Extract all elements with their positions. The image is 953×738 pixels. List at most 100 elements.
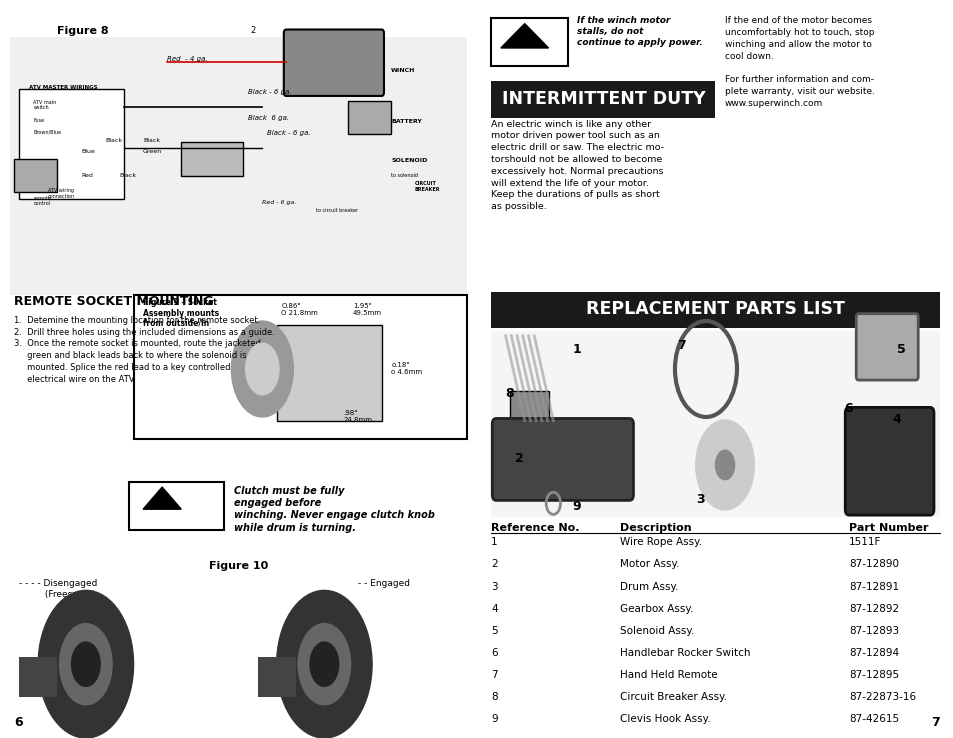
- Circle shape: [59, 624, 112, 705]
- Text: Solenoid Assy.: Solenoid Assy.: [619, 626, 694, 636]
- Text: - - - - Disengaged
         (Freespool): - - - - Disengaged (Freespool): [19, 579, 97, 599]
- Circle shape: [71, 642, 100, 686]
- Text: Hand Held Remote: Hand Held Remote: [619, 670, 717, 680]
- Text: Black - 6 ga.: Black - 6 ga.: [248, 89, 292, 95]
- Text: 1.95"
49.5mm: 1.95" 49.5mm: [353, 303, 381, 316]
- Text: 87-12892: 87-12892: [848, 604, 899, 614]
- Text: ATV main
switch: ATV main switch: [33, 100, 56, 111]
- Text: - - Engaged: - - Engaged: [357, 579, 410, 588]
- FancyBboxPatch shape: [348, 101, 391, 134]
- Text: An electric winch is like any other
motor driven power tool such as an
electric : An electric winch is like any other moto…: [491, 120, 663, 211]
- Text: If the end of the motor becomes
uncomfortably hot to touch, stop
winching and al: If the end of the motor becomes uncomfor…: [724, 16, 874, 108]
- Text: 1.  Detemine the mounting location for the remote socket.
2.  Drill three holes : 1. Detemine the mounting location for th…: [14, 316, 274, 384]
- Text: 5: 5: [491, 626, 497, 636]
- FancyBboxPatch shape: [283, 30, 383, 96]
- FancyBboxPatch shape: [129, 482, 224, 530]
- Text: 6: 6: [491, 648, 497, 658]
- Text: .98"
24.8mm: .98" 24.8mm: [343, 410, 372, 423]
- Text: 2: 2: [250, 27, 255, 35]
- FancyBboxPatch shape: [491, 331, 939, 517]
- Text: to solenoid: to solenoid: [391, 173, 417, 178]
- Text: !: !: [160, 491, 164, 501]
- Text: to circuit breaker: to circuit breaker: [315, 208, 357, 213]
- Circle shape: [696, 421, 753, 509]
- Text: Fuse: Fuse: [33, 118, 45, 123]
- Text: INTERMITTENT DUTY: INTERMITTENT DUTY: [501, 90, 704, 108]
- Text: 87-42615: 87-42615: [848, 714, 899, 725]
- FancyBboxPatch shape: [510, 391, 548, 421]
- Text: Figure 8: Figure 8: [57, 26, 109, 36]
- Text: 87-22873-16: 87-22873-16: [848, 692, 915, 703]
- Text: Black - 6 ga.: Black - 6 ga.: [267, 130, 311, 136]
- Text: 1511F: 1511F: [848, 537, 881, 548]
- Text: Part Number: Part Number: [848, 523, 927, 533]
- Text: CIRCUIT
BREAKER: CIRCUIT BREAKER: [415, 181, 440, 192]
- Text: Black: Black: [143, 138, 160, 142]
- Polygon shape: [500, 24, 548, 48]
- Text: 1: 1: [491, 537, 497, 548]
- Text: Black  6 ga.: Black 6 ga.: [248, 115, 289, 121]
- Text: Clevis Hook Assy.: Clevis Hook Assy.: [619, 714, 710, 725]
- Text: Drum Assy.: Drum Assy.: [619, 582, 678, 592]
- Text: 2: 2: [491, 559, 497, 570]
- Text: 1: 1: [572, 343, 580, 356]
- Text: 3: 3: [696, 493, 704, 506]
- Text: ATV MASTER WIRINGS: ATV MASTER WIRINGS: [29, 85, 97, 90]
- Text: Clutch must be fully
engaged before
winching. Never engage clutch knob
while dru: Clutch must be fully engaged before winc…: [233, 486, 435, 533]
- Text: 7: 7: [677, 339, 685, 353]
- Text: o.18"
o 4.6mm: o.18" o 4.6mm: [391, 362, 422, 375]
- Text: Red  - 4 ga.: Red - 4 ga.: [167, 56, 208, 62]
- FancyBboxPatch shape: [19, 657, 57, 697]
- Text: Red: Red: [81, 173, 92, 178]
- FancyBboxPatch shape: [491, 18, 567, 66]
- FancyBboxPatch shape: [14, 159, 57, 192]
- Text: Figure 10: Figure 10: [209, 561, 268, 571]
- Text: remote
control: remote control: [33, 196, 51, 207]
- Circle shape: [38, 590, 133, 738]
- Text: Handlebar Rocker Switch: Handlebar Rocker Switch: [619, 648, 750, 658]
- Text: BATTERY: BATTERY: [391, 120, 421, 124]
- Text: Wire Rope Assy.: Wire Rope Assy.: [619, 537, 701, 548]
- Text: 8: 8: [505, 387, 514, 401]
- FancyBboxPatch shape: [856, 314, 917, 380]
- Text: 4: 4: [891, 413, 900, 427]
- Text: 6: 6: [14, 716, 23, 729]
- Text: 6: 6: [843, 402, 852, 415]
- Text: 5: 5: [896, 343, 904, 356]
- Text: Blue: Blue: [81, 149, 95, 154]
- FancyBboxPatch shape: [10, 37, 467, 295]
- Text: O.86"
O 21.8mm: O.86" O 21.8mm: [281, 303, 318, 316]
- Circle shape: [276, 590, 372, 738]
- Text: 8: 8: [491, 692, 497, 703]
- FancyBboxPatch shape: [19, 89, 124, 199]
- Text: If the winch motor
stalls, do not
continue to apply power.: If the winch motor stalls, do not contin…: [577, 16, 702, 47]
- Text: REMOTE SOCKET MOUNTING: REMOTE SOCKET MOUNTING: [14, 295, 213, 308]
- Circle shape: [715, 450, 734, 480]
- Text: 3: 3: [491, 582, 497, 592]
- Text: 87-12893: 87-12893: [848, 626, 899, 636]
- Text: 87-12890: 87-12890: [848, 559, 898, 570]
- Text: Reference No.: Reference No.: [491, 523, 579, 533]
- FancyBboxPatch shape: [276, 325, 381, 421]
- Circle shape: [246, 343, 278, 395]
- Text: Figure 9 – Socket
Assembly mounts
from outside/in: Figure 9 – Socket Assembly mounts from o…: [143, 298, 219, 328]
- Text: 9: 9: [572, 500, 580, 514]
- Text: 2: 2: [515, 452, 523, 465]
- Text: SOLENOID: SOLENOID: [391, 159, 427, 163]
- Text: Black: Black: [105, 138, 122, 142]
- Circle shape: [231, 321, 294, 417]
- Text: 9: 9: [491, 714, 497, 725]
- FancyBboxPatch shape: [257, 657, 295, 697]
- Circle shape: [310, 642, 338, 686]
- FancyBboxPatch shape: [181, 142, 243, 176]
- Text: Motor Assy.: Motor Assy.: [619, 559, 679, 570]
- FancyBboxPatch shape: [491, 81, 715, 118]
- Text: Brown/Blue: Brown/Blue: [33, 129, 61, 134]
- Text: 87-12891: 87-12891: [848, 582, 899, 592]
- Text: Red - 6 ga.: Red - 6 ga.: [262, 201, 296, 205]
- FancyBboxPatch shape: [492, 418, 633, 500]
- Text: Circuit Breaker Assy.: Circuit Breaker Assy.: [619, 692, 726, 703]
- FancyBboxPatch shape: [133, 295, 467, 439]
- Text: REPLACEMENT PARTS LIST: REPLACEMENT PARTS LIST: [585, 300, 844, 318]
- FancyBboxPatch shape: [491, 292, 939, 328]
